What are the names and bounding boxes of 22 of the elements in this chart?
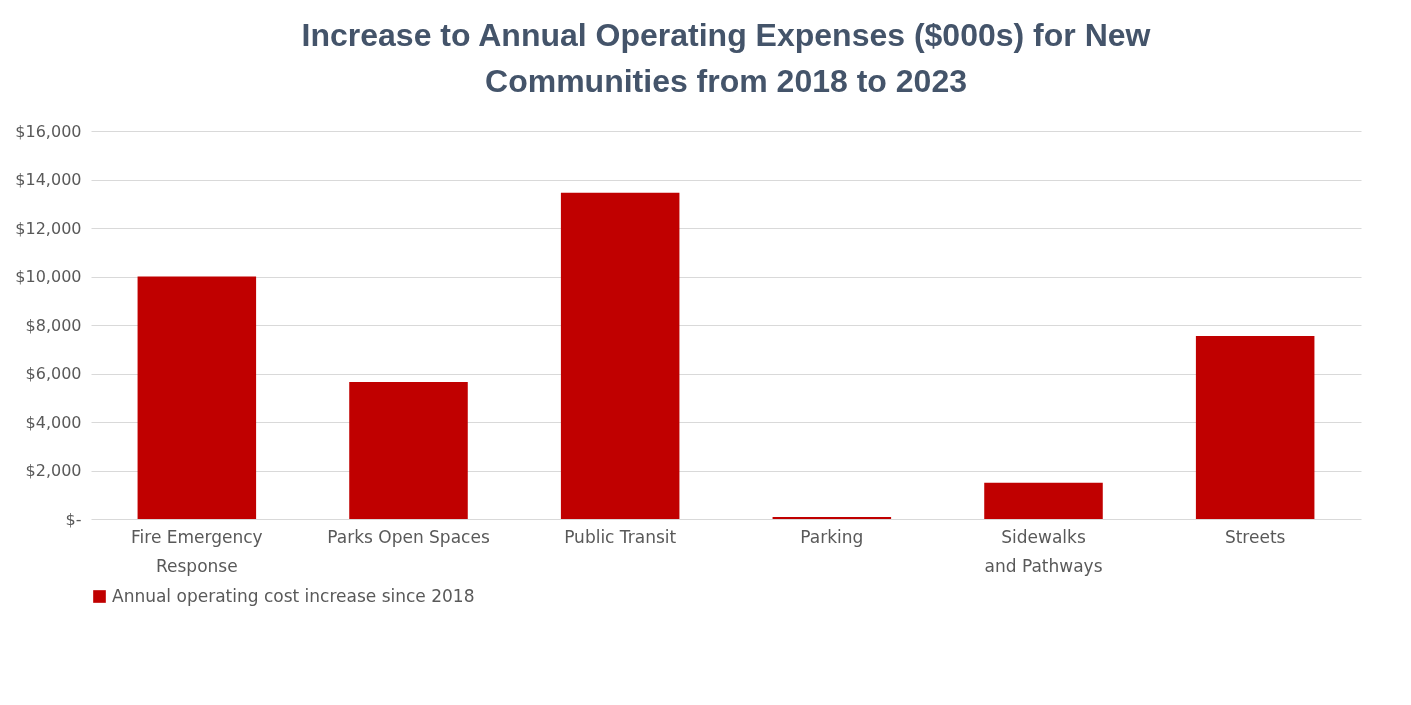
y-tick-label: $4,000 bbox=[25, 412, 82, 432]
x-tick-label: Public Transit bbox=[564, 526, 677, 547]
y-tick-label: $8,000 bbox=[25, 315, 82, 335]
y-tick-label: $16,000 bbox=[15, 121, 82, 141]
bar bbox=[137, 276, 257, 519]
x-tick-label: Sidewalks and Pathways bbox=[984, 526, 1103, 576]
y-tick-label: $- bbox=[65, 509, 82, 529]
x-tick-label: Parks Open Spaces bbox=[327, 526, 490, 547]
bar bbox=[984, 482, 1103, 519]
x-tick-label: Streets bbox=[1224, 526, 1286, 547]
legend-label: Annual operating cost increase since 2018 bbox=[112, 585, 475, 606]
y-tick-label: $6,000 bbox=[25, 364, 82, 383]
chart-title: Increase to Annual Operating Expenses ($000s) for New Communities from 2018 to 2023 bbox=[301, 17, 1151, 99]
bar bbox=[349, 381, 468, 519]
y-tick-label: $14,000 bbox=[15, 170, 82, 189]
y-tick-label: $12,000 bbox=[15, 218, 82, 238]
x-tick-label: Parking bbox=[800, 526, 864, 547]
bar bbox=[1195, 335, 1315, 519]
y-tick-label: $10,000 bbox=[15, 267, 82, 286]
bar bbox=[560, 192, 680, 519]
y-tick-label: $2,000 bbox=[25, 461, 82, 480]
x-tick-label: Fire Emergency Response bbox=[131, 526, 263, 576]
